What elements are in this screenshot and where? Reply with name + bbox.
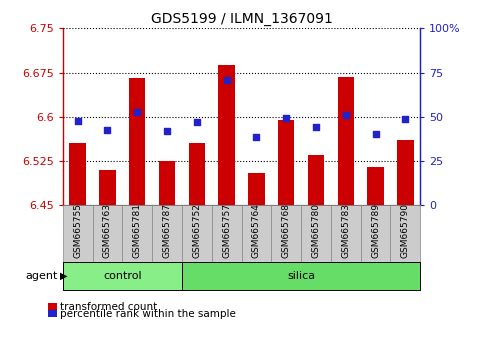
Text: silica: silica — [287, 271, 315, 281]
Text: percentile rank within the sample: percentile rank within the sample — [60, 309, 236, 319]
Bar — [159, 161, 175, 205]
Text: GSM665757: GSM665757 — [222, 203, 231, 258]
Text: GSM665764: GSM665764 — [252, 203, 261, 258]
Bar — [99, 170, 115, 205]
Point — [163, 128, 171, 134]
Text: GSM665790: GSM665790 — [401, 203, 410, 258]
Text: transformed count: transformed count — [60, 302, 157, 312]
Title: GDS5199 / ILMN_1367091: GDS5199 / ILMN_1367091 — [151, 12, 332, 26]
Bar — [129, 79, 145, 205]
Text: agent: agent — [26, 271, 58, 281]
Text: GSM665752: GSM665752 — [192, 203, 201, 258]
Text: GSM665787: GSM665787 — [163, 203, 171, 258]
Point — [401, 116, 409, 122]
Bar — [397, 141, 413, 205]
Text: GSM665783: GSM665783 — [341, 203, 350, 258]
Bar — [308, 155, 324, 205]
Bar — [278, 120, 294, 205]
Bar — [189, 143, 205, 205]
Point — [282, 115, 290, 121]
Bar — [368, 167, 384, 205]
Text: GSM665789: GSM665789 — [371, 203, 380, 258]
Bar — [338, 77, 354, 205]
Point — [253, 134, 260, 140]
Text: GSM665781: GSM665781 — [133, 203, 142, 258]
Point — [223, 78, 230, 83]
Point — [372, 131, 380, 137]
Text: ▶: ▶ — [60, 271, 68, 281]
Text: GSM665768: GSM665768 — [282, 203, 291, 258]
Point — [104, 127, 112, 133]
Point — [342, 112, 350, 118]
Point — [133, 109, 141, 115]
Point — [312, 124, 320, 130]
Text: GSM665755: GSM665755 — [73, 203, 82, 258]
Text: control: control — [103, 271, 142, 281]
Point — [193, 119, 201, 125]
Bar — [70, 143, 86, 205]
Text: GSM665780: GSM665780 — [312, 203, 320, 258]
Point — [74, 118, 82, 124]
Text: GSM665763: GSM665763 — [103, 203, 112, 258]
Bar — [218, 65, 235, 205]
Bar — [248, 173, 265, 205]
